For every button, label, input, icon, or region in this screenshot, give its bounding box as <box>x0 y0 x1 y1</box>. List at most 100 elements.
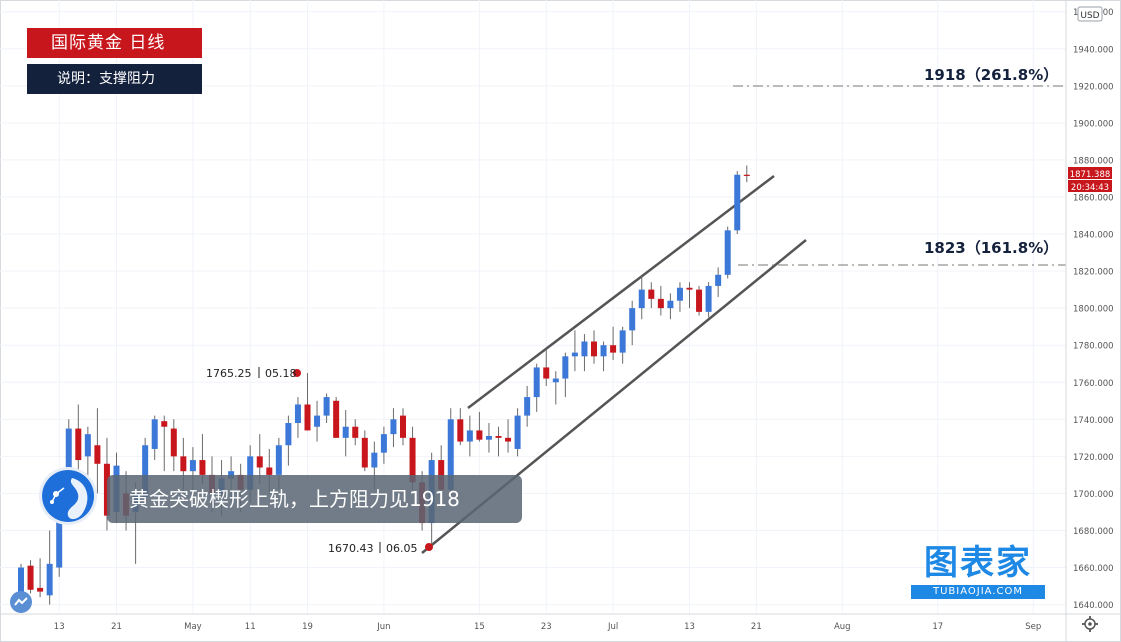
candle <box>505 419 512 453</box>
candle-body <box>696 289 703 312</box>
y-tick-label: 1720.000 <box>1073 453 1114 463</box>
candle <box>715 267 722 298</box>
candle <box>294 397 301 438</box>
candle-body <box>247 456 254 490</box>
analysis-caption: 黄金突破楔形上轨，上方阻力见1918 <box>107 475 522 523</box>
candle-body <box>495 435 502 438</box>
candle-body <box>485 435 492 440</box>
candle <box>37 558 44 598</box>
candle <box>543 348 550 386</box>
candle <box>333 397 340 438</box>
candle-body <box>275 445 282 475</box>
x-tick-label: 17 <box>932 622 943 632</box>
candle-body <box>170 428 177 457</box>
candle-body <box>591 341 597 357</box>
candle <box>75 404 82 472</box>
candle <box>657 285 664 316</box>
x-tick-label: Jun <box>376 622 390 632</box>
candle-body <box>361 437 368 468</box>
low-pivot-date: 06.05 <box>386 542 418 555</box>
candle-body <box>524 397 531 416</box>
candle <box>390 408 397 448</box>
candle <box>361 430 368 472</box>
candle <box>610 326 617 361</box>
x-tick-label: 21 <box>111 622 122 632</box>
brand-watermark: 图表家 TUBIAOJIA.COM <box>909 543 1047 601</box>
y-tick-label: 1920.000 <box>1073 82 1114 92</box>
candle <box>380 426 387 464</box>
candle-body <box>610 345 617 353</box>
candle <box>648 282 655 309</box>
candle <box>724 226 731 279</box>
time-axis[interactable]: 13 21 May 11 19 Jun 15 23 Jul 13 21 Aug 17 Sep <box>0 613 1121 632</box>
candle-body <box>75 428 82 461</box>
candle-body <box>543 367 550 379</box>
candle-body <box>457 419 464 442</box>
y-tick-label: 1740.000 <box>1073 416 1114 426</box>
candle <box>352 419 359 446</box>
candle <box>84 426 91 485</box>
candle-body <box>285 423 292 446</box>
candle-body <box>314 415 321 427</box>
x-tick-label: 13 <box>54 622 65 632</box>
pivot-markers: 1765.25 05.18 1670.43 06.05 <box>206 367 433 555</box>
chart-title: 国际黄金 日线 <box>27 28 202 58</box>
candle-body <box>151 419 158 449</box>
candle-body <box>304 404 311 431</box>
candle-body <box>161 421 168 427</box>
low-pivot-price: 1670.43 <box>328 542 374 555</box>
candle <box>686 282 693 309</box>
candle-body <box>476 430 483 440</box>
x-tick-label: 11 <box>245 622 256 632</box>
candle-body <box>352 426 359 438</box>
fib-level-1918-label: 1918（261.8%） <box>924 66 1058 84</box>
candle-body <box>657 298 664 309</box>
candle-body <box>400 415 406 438</box>
y-tick-label: 1820.000 <box>1073 268 1114 278</box>
candle <box>457 408 464 446</box>
channel-upper-line <box>467 175 775 409</box>
candle <box>562 352 569 398</box>
candle-body <box>46 563 53 596</box>
brain-logo-icon <box>39 467 97 525</box>
candle-body <box>323 397 330 416</box>
candle-body <box>333 400 340 438</box>
candle-body <box>37 587 44 592</box>
y-tick-label: 1680.000 <box>1073 527 1114 537</box>
candle-body <box>619 330 626 353</box>
candle <box>170 419 177 472</box>
candle-body <box>638 289 645 309</box>
candle <box>524 385 531 427</box>
brand-name: 图表家 <box>924 543 1032 583</box>
candle-body <box>228 471 235 479</box>
candle <box>466 415 473 457</box>
candle-body <box>648 289 655 299</box>
candle-body <box>724 230 731 275</box>
candle-body <box>466 430 473 442</box>
currency-label: USD <box>1080 11 1099 21</box>
candle <box>46 530 53 605</box>
candle <box>400 408 406 446</box>
tradingview-logo-icon[interactable] <box>10 591 32 613</box>
candle-body <box>27 565 34 590</box>
price-axis[interactable]: 1640.000 1660.000 1680.000 1700.000 1720.000… <box>1065 0 1114 642</box>
candle <box>476 411 483 442</box>
candle <box>581 334 588 372</box>
y-tick-label: 1660.000 <box>1073 564 1114 574</box>
x-tick-label: 23 <box>541 622 552 632</box>
fib-level-1823-label: 1823（161.8%） <box>924 239 1058 257</box>
candle-body <box>18 567 24 596</box>
settings-gear-icon[interactable] <box>1082 616 1098 632</box>
x-tick-label: Aug <box>834 622 851 632</box>
candle-body <box>266 467 273 475</box>
candle-body <box>533 367 540 398</box>
candle <box>571 330 578 372</box>
candle-body <box>84 434 91 457</box>
candle-body <box>438 460 445 490</box>
candle <box>304 372 311 431</box>
y-tick-label: 1840.000 <box>1073 231 1114 241</box>
candle-body <box>380 434 387 453</box>
low-pivot-marker <box>425 543 433 551</box>
candle-body <box>390 419 397 435</box>
